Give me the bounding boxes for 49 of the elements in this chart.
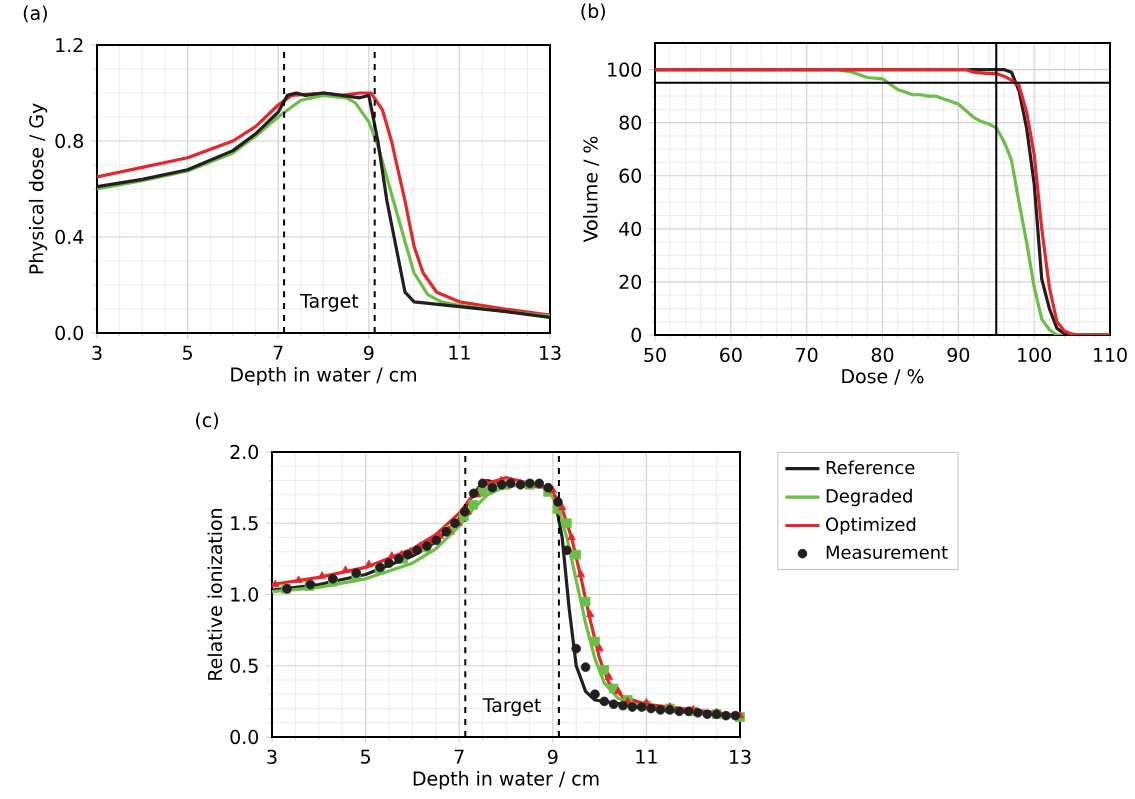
x-tick-label: 60 <box>720 347 742 363</box>
chart-title: (a) <box>23 5 47 23</box>
x-tick-label: 11 <box>636 749 657 764</box>
y-tick-label: 0.0 <box>230 729 259 745</box>
y-tick-label: 1.5 <box>231 516 258 531</box>
x-tick-label: 3 <box>92 345 102 361</box>
x-tick-label: 5 <box>183 345 192 360</box>
legend-label: Measurement <box>826 545 948 559</box>
x-axis-title: Depth in water / cm <box>413 771 599 790</box>
annotation: Target <box>300 293 359 312</box>
legend-label: Reference <box>826 460 915 475</box>
y-tick-label: 2.0 <box>230 444 259 460</box>
x-tick-label: 50 <box>644 347 666 363</box>
x-tick-label: 11 <box>449 345 470 360</box>
x-tick-label: 13 <box>540 345 561 361</box>
legend-label: Degraded <box>826 488 912 507</box>
x-tick-label: 100 <box>1018 347 1051 363</box>
y-tick-label: 0 <box>631 327 642 343</box>
x-tick-label: 9 <box>547 749 558 765</box>
y-tick-label: 80 <box>619 115 642 130</box>
legend-label: Optimized <box>826 517 916 535</box>
x-tick-label: 5 <box>361 749 370 764</box>
x-tick-label: 13 <box>730 749 751 765</box>
chart-title: (b) <box>581 3 605 21</box>
y-tick-label: 1.0 <box>231 587 259 602</box>
y-tick-label: 100 <box>608 62 642 77</box>
x-tick-label: 7 <box>454 749 464 764</box>
chart-title: (c) <box>196 412 219 430</box>
annotation: Target <box>482 698 541 716</box>
y-tick-label: 60 <box>619 168 642 183</box>
x-tick-label: 7 <box>273 345 283 360</box>
y-tick-label: 20 <box>619 274 642 290</box>
x-axis-title: Dose / % <box>842 369 924 385</box>
y-axis-title: Relative ionization <box>207 508 223 680</box>
y-axis-title: Volume / % <box>583 136 600 243</box>
x-tick-label: 80 <box>871 347 894 363</box>
x-tick-label: 3 <box>267 749 277 765</box>
y-tick-label: 1.2 <box>56 37 83 53</box>
y-tick-label: 40 <box>619 221 642 236</box>
x-axis-title: Depth in water / cm <box>231 367 416 386</box>
y-axis-title: Physical dose / Gy <box>28 103 48 274</box>
x-tick-label: 90 <box>947 347 970 363</box>
y-tick-label: 0.4 <box>55 229 84 245</box>
x-tick-label: 110 <box>1094 347 1127 363</box>
x-tick-label: 70 <box>796 347 818 363</box>
x-tick-label: 9 <box>363 345 374 361</box>
y-tick-label: 0.8 <box>55 133 83 149</box>
y-tick-label: 0.5 <box>230 658 258 673</box>
y-tick-label: 0.0 <box>55 325 84 341</box>
